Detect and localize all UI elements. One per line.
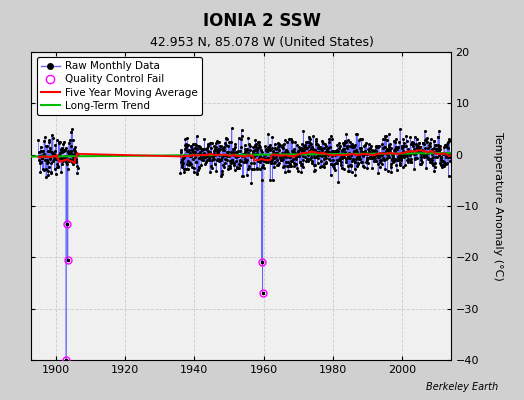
Text: Berkeley Earth: Berkeley Earth bbox=[425, 382, 498, 392]
Y-axis label: Temperature Anomaly (°C): Temperature Anomaly (°C) bbox=[493, 132, 503, 280]
Legend: Raw Monthly Data, Quality Control Fail, Five Year Moving Average, Long-Term Tren: Raw Monthly Data, Quality Control Fail, … bbox=[37, 57, 202, 115]
Text: IONIA 2 SSW: IONIA 2 SSW bbox=[203, 12, 321, 30]
Text: 42.953 N, 85.078 W (United States): 42.953 N, 85.078 W (United States) bbox=[150, 36, 374, 49]
